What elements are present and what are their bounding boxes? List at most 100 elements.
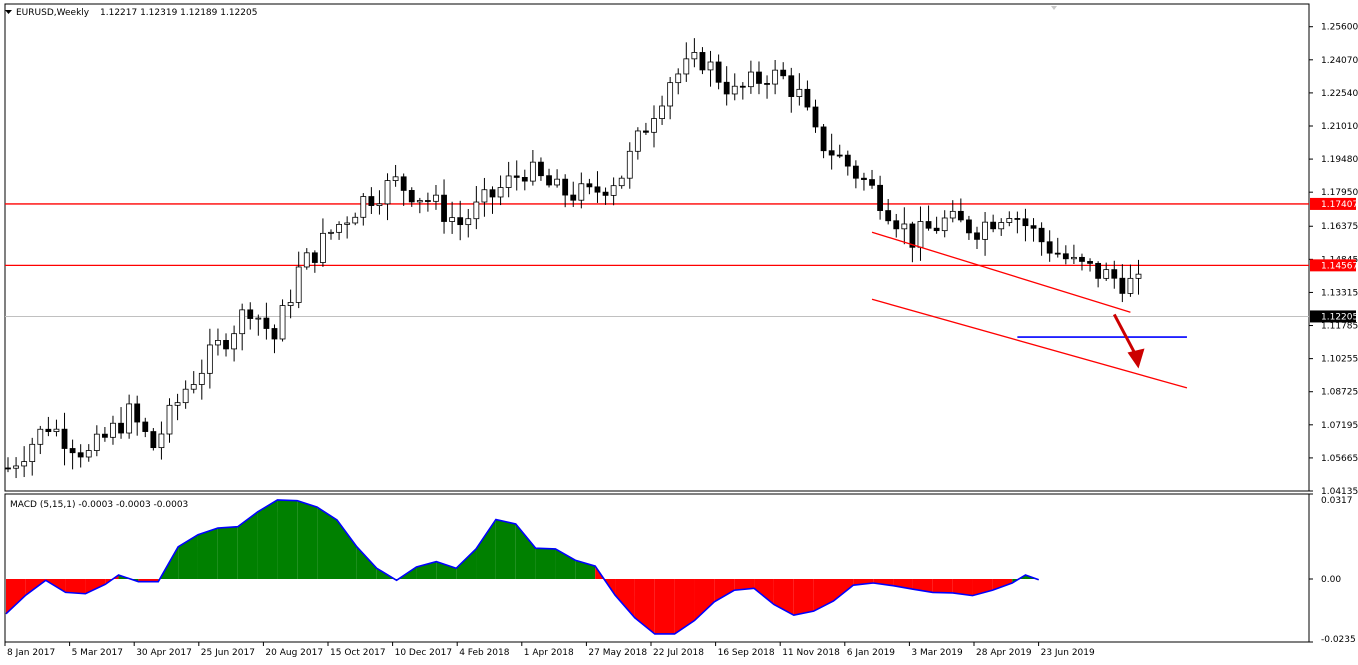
candle-body [1022, 218, 1029, 227]
candle-body [311, 252, 318, 263]
candle [1087, 258, 1093, 272]
candle-body [893, 220, 900, 230]
candle [966, 215, 972, 240]
macd-bar [217, 526, 238, 579]
macd-bar [952, 578, 973, 596]
candle [675, 68, 682, 95]
candle [618, 175, 625, 189]
candle [610, 177, 617, 206]
candle [683, 42, 690, 82]
candle [53, 419, 60, 437]
price-tick-label: 1.07195 [1321, 421, 1358, 431]
candle-body [93, 433, 100, 451]
candle [836, 144, 843, 159]
candle [263, 302, 270, 340]
macd-tick-label: 0.00 [1321, 575, 1341, 585]
macd-bar [535, 548, 556, 579]
candle-body [215, 340, 221, 346]
candle [723, 66, 730, 106]
candle-body [699, 52, 706, 71]
candle-body [723, 81, 730, 95]
candle [957, 198, 964, 223]
candle [804, 80, 811, 111]
macd-bar [912, 578, 933, 593]
macd-bar [853, 578, 874, 586]
candle-body [901, 223, 908, 230]
price-tick-label: 1.10255 [1321, 355, 1358, 365]
candle [852, 160, 859, 189]
candle [1119, 264, 1126, 303]
time-tick-label: 4 Feb 2018 [459, 648, 510, 658]
macd-pane [5, 499, 1039, 635]
candle-body [917, 221, 924, 248]
candle-body [1095, 262, 1102, 279]
candle [1014, 211, 1021, 234]
candle [796, 73, 803, 106]
candle-body [804, 88, 811, 108]
candle-body [1046, 241, 1053, 254]
price-tick-label: 1.24070 [1321, 56, 1358, 66]
candle-body [772, 69, 779, 85]
candle [69, 439, 76, 470]
candle-body [844, 154, 851, 167]
candle-body [150, 431, 157, 449]
candle [408, 187, 415, 207]
macd-bar [793, 578, 814, 616]
macd-bar [754, 578, 774, 605]
candle-body [110, 422, 116, 438]
candle [780, 62, 787, 80]
candle [77, 444, 84, 468]
candle-body [497, 187, 504, 198]
candle [134, 395, 141, 436]
candle-body [594, 186, 601, 193]
macd-bar [197, 528, 218, 579]
candle [158, 421, 165, 460]
candle [764, 75, 770, 99]
price-axis: 1.25600 1.24070 1.22540 1.21010 1.19480 1.179… [1309, 23, 1358, 645]
candle-body [836, 154, 843, 157]
candle [29, 437, 36, 476]
candle-body [69, 448, 76, 454]
macd-bar [833, 578, 854, 601]
candle-body [239, 309, 246, 335]
candle-body [441, 194, 447, 222]
candle [279, 299, 286, 342]
candle [190, 371, 197, 394]
candle [739, 82, 746, 100]
candle [416, 197, 423, 214]
candle-body [812, 106, 819, 128]
macd-bar [932, 578, 953, 593]
candle-body [643, 130, 649, 133]
candle [102, 426, 108, 442]
candle-body [1038, 227, 1045, 243]
candle-body [925, 221, 932, 229]
candle [586, 178, 593, 195]
candle-body [158, 433, 165, 449]
candle-body [966, 219, 972, 234]
candle-body [1103, 269, 1110, 279]
time-tick-label: 10 Dec 2017 [395, 648, 453, 658]
candle [198, 359, 205, 400]
candle-body [368, 196, 375, 206]
macd-bar [773, 578, 794, 616]
candle-body [788, 75, 795, 97]
candle [255, 314, 262, 336]
candle-body [998, 222, 1005, 230]
candle-body [1054, 252, 1061, 255]
candle-body [562, 178, 569, 196]
candle-body [320, 232, 326, 263]
candle-body [538, 161, 544, 177]
candle [885, 199, 892, 225]
price-tick-label: 1.25600 [1321, 23, 1358, 33]
candle-body [247, 309, 254, 319]
candle [941, 210, 948, 238]
candle-body [53, 428, 60, 432]
candle-body [1135, 273, 1142, 279]
candle-body [118, 422, 124, 434]
candle-body [61, 428, 68, 449]
candle-body [376, 203, 383, 206]
candle-body [134, 403, 141, 423]
candle [384, 173, 391, 221]
candle-body [1087, 261, 1093, 264]
time-tick-label: 15 Oct 2017 [330, 648, 386, 658]
